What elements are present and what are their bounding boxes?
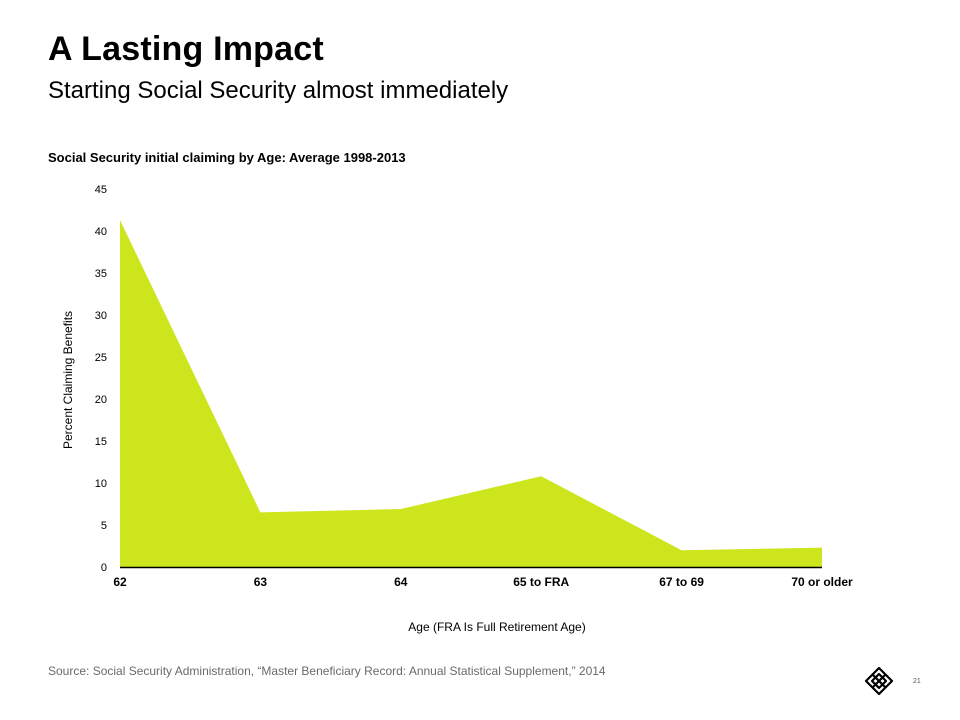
y-tick-label: 0 — [101, 562, 107, 574]
y-tick-label: 20 — [95, 394, 107, 406]
x-tick-label: 70 or older — [791, 575, 853, 589]
page-number: 21 — [913, 678, 921, 685]
y-axis-ticks: 0 5 10 15 20 25 30 35 40 45 — [95, 184, 107, 574]
x-tick-label: 67 to 69 — [659, 575, 704, 589]
source-note: Source: Social Security Administration, … — [48, 664, 606, 678]
slide-title: A Lasting Impact — [48, 30, 324, 68]
y-tick-label: 45 — [95, 184, 107, 196]
chart-title: Social Security initial claiming by Age:… — [48, 150, 406, 165]
y-tick-label: 5 — [101, 520, 107, 532]
x-tick-label: 63 — [254, 575, 268, 589]
x-axis-label: Age (FRA Is Full Retirement Age) — [408, 620, 585, 634]
y-tick-label: 30 — [95, 310, 107, 322]
x-tick-label: 64 — [394, 575, 408, 589]
x-tick-label: 65 to FRA — [513, 575, 569, 589]
area-series — [120, 220, 822, 567]
x-tick-label: 62 — [113, 575, 127, 589]
y-tick-label: 25 — [95, 352, 107, 364]
x-axis-ticks: 62 63 64 65 to FRA 67 to 69 70 or older — [113, 575, 853, 589]
slide-subtitle: Starting Social Security almost immediat… — [48, 77, 509, 104]
y-tick-label: 40 — [95, 226, 107, 238]
company-logo-icon — [864, 666, 894, 696]
y-tick-label: 35 — [95, 268, 107, 280]
y-axis-label: Percent Claiming Benefits — [61, 311, 75, 449]
y-tick-label: 15 — [95, 436, 107, 448]
y-tick-label: 10 — [95, 478, 107, 490]
